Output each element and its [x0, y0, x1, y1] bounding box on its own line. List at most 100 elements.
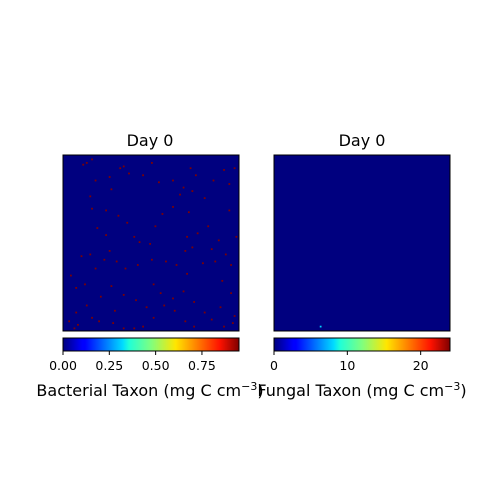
bacterial-heatmap-cell: [122, 165, 125, 168]
bacterial-colorbar-tick-label: 0.75: [188, 358, 216, 373]
bacterial-heatmap-cell: [196, 232, 199, 235]
bacterial-heatmap-cell: [172, 206, 174, 208]
bacterial-heatmap-cell: [186, 272, 188, 275]
bacterial-heatmap-cell: [193, 325, 195, 328]
bacterial-heatmap-cell: [105, 209, 107, 212]
fungal-colorbar: [273, 337, 451, 352]
bacterial-heatmap-cell: [142, 325, 144, 328]
bacterial-heatmap-cell: [186, 235, 188, 238]
bacterial-heatmap-cell: [91, 316, 93, 319]
bacterial-heatmap-cell: [210, 248, 213, 251]
fungal-panel: Day 0 0 10 20 Fungal Taxon (mg C cm−3): [257, 131, 466, 400]
bacterial-colorbar-tick-label: 0.00: [49, 358, 77, 373]
bacterial-heatmap-cell: [103, 258, 106, 261]
fungal-colorbar-label: Fungal Taxon (mg C cm−3): [257, 380, 466, 400]
bacterial-heatmap-cell: [73, 327, 76, 330]
bacterial-heatmap-cell: [224, 253, 227, 256]
bacterial-heatmap-cell: [230, 292, 232, 295]
fungal-heatmap-cell: [319, 325, 322, 328]
bacterial-heatmap-cell: [154, 225, 157, 228]
bacterial-colorbar-tick-label: 0.50: [142, 358, 170, 373]
fungal-heatmap-title: Day 0: [339, 131, 386, 150]
bacterial-heatmap-cell: [75, 311, 78, 314]
bacterial-colorbar-tick-label: 0.25: [95, 358, 123, 373]
bacterial-heatmap-cell: [82, 163, 85, 166]
bacterial-colorbar-ticks: 0.00 0.25 0.50 0.75: [49, 351, 216, 373]
bacterial-heatmap-cell: [228, 209, 231, 212]
bacterial-heatmap-cell: [223, 325, 225, 328]
bacterial-heatmap-cell: [89, 195, 92, 198]
fungal-colorbar-label-exponent: −3: [444, 380, 460, 393]
bacterial-heatmap-cell: [70, 274, 72, 277]
bacterial-heatmap-cell: [172, 297, 174, 300]
bacterial-colorbar-label-close: ): [257, 381, 263, 400]
bacterial-colorbar-label-text: Bacterial Taxon (mg C cm: [36, 381, 241, 400]
bacterial-heatmap-cell: [184, 250, 187, 252]
bacterial-heatmap-cell: [119, 167, 122, 170]
bacterial-heatmap-cell: [115, 260, 118, 263]
fungal-colorbar-tick-label: 20: [413, 358, 429, 373]
fungal-colorbar-label-close: ): [460, 381, 466, 400]
bacterial-heatmap-cell: [135, 299, 137, 302]
bacterial-heatmap-cell: [228, 183, 231, 185]
bacterial-heatmap-cell: [184, 320, 187, 323]
bacterial-heatmap-cell: [189, 167, 192, 170]
bacterial-heatmap-cell: [96, 227, 99, 229]
bacterial-heatmap-cell: [182, 186, 185, 189]
bacterial-heatmap-cell: [233, 315, 236, 317]
fungal-heatmap-cells: [319, 325, 322, 328]
bacterial-heatmap-cell: [179, 193, 181, 196]
fungal-colorbar-tick-label: 0: [270, 358, 278, 373]
fungal-colorbar-tick-label: 10: [339, 358, 355, 373]
bacterial-heatmap-cell: [151, 258, 153, 261]
bacterial-heatmap-frame: [62, 154, 240, 332]
bacterial-heatmap-cell: [219, 306, 222, 309]
bacterial-heatmap-cell: [207, 225, 210, 228]
bacterial-heatmap-cell: [191, 246, 194, 249]
bacterial-heatmap-cell: [80, 255, 83, 258]
bacterial-heatmap-cell: [202, 262, 204, 265]
bacterial-heatmap-cell: [230, 264, 232, 266]
bacterial-heatmap-cell: [172, 179, 174, 182]
fungal-colorbar-label-text: Fungal Taxon (mg C cm: [257, 381, 444, 400]
bacterial-heatmap-cell: [142, 174, 144, 177]
bacterial-heatmap-cell: [151, 162, 153, 164]
bacterial-heatmap-cell: [122, 294, 125, 296]
bacterial-heatmap-cell: [91, 158, 93, 161]
bacterial-heatmap-cell: [133, 327, 136, 330]
bacterial-heatmap-cell: [145, 306, 148, 309]
bacterial-heatmap-cell: [210, 318, 213, 321]
bacterial-heatmap-cell: [235, 235, 238, 238]
bacterial-heatmap-cell: [165, 260, 167, 263]
bacterial-heatmap-cell: [163, 304, 166, 307]
bacterial-heatmap-cell: [117, 214, 120, 217]
bacterial-heatmap-cell: [175, 264, 178, 266]
bacterial-heatmap-cell: [231, 322, 234, 324]
bacterial-heatmap-cells: [68, 158, 238, 330]
fungal-colorbar-ticks: 0 10 20: [270, 351, 429, 373]
bacterial-heatmap-cell: [152, 283, 155, 286]
bacterial-heatmap-cell: [84, 283, 86, 286]
bacterial-heatmap-cell: [221, 279, 224, 282]
bacterial-heatmap-cell: [77, 323, 79, 326]
bacterial-heatmap-cell: [195, 174, 197, 177]
bacterial-colorbar: [62, 337, 240, 352]
bacterial-heatmap-cell: [85, 304, 88, 307]
bacterial-heatmap-cell: [149, 243, 151, 245]
bacterial-heatmap-cell: [91, 207, 93, 210]
bacterial-heatmap-cell: [110, 188, 113, 191]
bacterial-heatmap-cell: [122, 327, 125, 330]
fungal-heatmap-frame: [273, 154, 451, 332]
bacterial-heatmap-cell: [99, 295, 102, 298]
bacterial-heatmap-cell: [173, 309, 176, 312]
bacterial-heatmap-cell: [128, 172, 130, 175]
bacterial-heatmap-cell: [94, 179, 97, 182]
bacterial-heatmap-cell: [124, 267, 127, 270]
bacterial-heatmap-cell: [68, 320, 71, 323]
bacterial-heatmap-cell: [136, 264, 139, 266]
bacterial-heatmap-cell: [187, 211, 190, 214]
bacterial-heatmap-cell: [110, 285, 113, 287]
bacterial-heatmap-cell: [193, 301, 195, 303]
bacterial-heatmap-cell: [182, 290, 185, 293]
